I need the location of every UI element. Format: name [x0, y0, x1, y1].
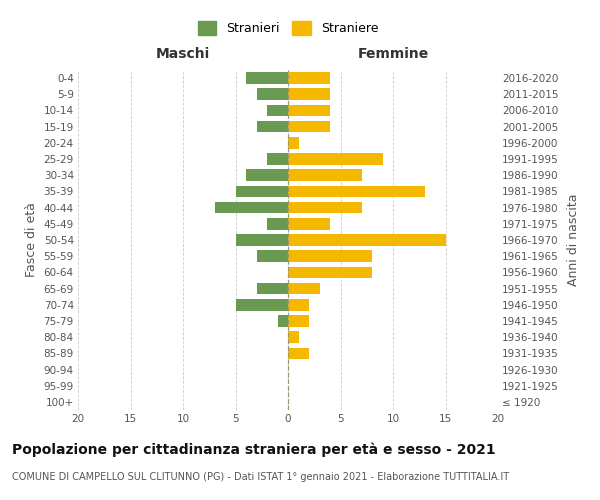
Bar: [257, 121, 288, 132]
Bar: [288, 202, 361, 213]
Bar: [267, 218, 288, 230]
Text: Maschi: Maschi: [156, 48, 210, 62]
Bar: [288, 186, 425, 198]
Bar: [235, 299, 288, 310]
Bar: [288, 170, 361, 181]
Bar: [288, 234, 445, 246]
Bar: [267, 153, 288, 165]
Bar: [257, 282, 288, 294]
Bar: [215, 202, 288, 213]
Bar: [246, 170, 288, 181]
Bar: [267, 104, 288, 117]
Bar: [288, 250, 372, 262]
Bar: [288, 299, 309, 310]
Bar: [288, 104, 330, 117]
Bar: [277, 315, 288, 327]
Bar: [288, 315, 309, 327]
Bar: [288, 153, 383, 165]
Bar: [288, 266, 372, 278]
Text: COMUNE DI CAMPELLO SUL CLITUNNO (PG) - Dati ISTAT 1° gennaio 2021 - Elaborazione: COMUNE DI CAMPELLO SUL CLITUNNO (PG) - D…: [12, 472, 509, 482]
Bar: [246, 72, 288, 84]
Bar: [288, 137, 299, 148]
Legend: Stranieri, Straniere: Stranieri, Straniere: [193, 16, 383, 40]
Bar: [257, 88, 288, 100]
Bar: [235, 234, 288, 246]
Text: Popolazione per cittadinanza straniera per età e sesso - 2021: Popolazione per cittadinanza straniera p…: [12, 442, 496, 457]
Bar: [257, 250, 288, 262]
Bar: [235, 186, 288, 198]
Bar: [288, 218, 330, 230]
Bar: [288, 121, 330, 132]
Bar: [288, 72, 330, 84]
Bar: [288, 348, 309, 359]
Text: Femmine: Femmine: [358, 48, 428, 62]
Bar: [288, 88, 330, 100]
Y-axis label: Fasce di età: Fasce di età: [25, 202, 38, 278]
Y-axis label: Anni di nascita: Anni di nascita: [567, 194, 580, 286]
Bar: [288, 332, 299, 343]
Bar: [288, 282, 320, 294]
